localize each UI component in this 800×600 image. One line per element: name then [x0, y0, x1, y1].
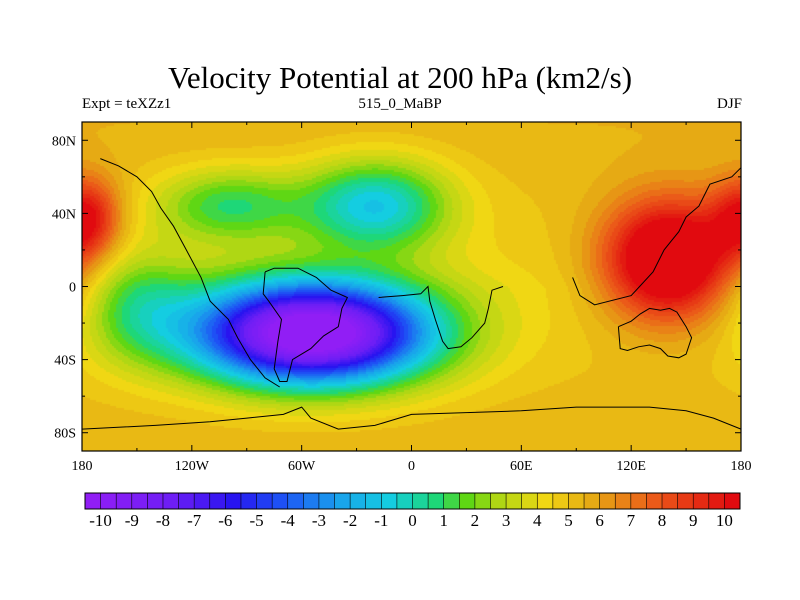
y-tick-label: 40N [52, 207, 76, 222]
colorbar-label: 6 [595, 511, 604, 530]
colorbar-box [521, 493, 538, 509]
colorbar-box [287, 493, 304, 509]
x-tick-label: 120E [616, 459, 646, 474]
colorbar-label: 4 [533, 511, 542, 530]
colorbar-label: -4 [281, 511, 296, 530]
colorbar-box [443, 493, 460, 509]
colorbar-box [225, 493, 242, 509]
x-tick-label: 180 [731, 459, 752, 474]
colorbar-label: -6 [218, 511, 232, 530]
colorbar-box [350, 493, 367, 509]
colorbar-box [381, 493, 398, 509]
colorbar-label: 3 [502, 511, 511, 530]
colorbar-box [85, 493, 101, 509]
y-tick-label: 0 [69, 281, 76, 296]
colorbar-label: -8 [156, 511, 170, 530]
colorbar-box [303, 493, 320, 509]
contour-field [82, 122, 741, 451]
colorbar-box [474, 493, 491, 509]
colorbar-box [490, 493, 507, 509]
colorbar-label: 2 [471, 511, 480, 530]
colorbar-label: 8 [658, 511, 667, 530]
colorbar-label: -3 [312, 511, 326, 530]
colorbar-label: -5 [249, 511, 263, 530]
colorbar-box [209, 493, 226, 509]
y-tick-label: 80S [54, 427, 76, 442]
colorbar-box [256, 493, 273, 509]
experiment-label: Expt = teXZz1 [82, 96, 172, 112]
y-tick-label: 40S [54, 354, 76, 369]
colorbar-label: -1 [374, 511, 388, 530]
colorbar-box [194, 493, 211, 509]
y-tick-label: 80N [52, 134, 76, 149]
colorbar-box [318, 493, 335, 509]
colorbar-label: 5 [564, 511, 573, 530]
colorbar-box [116, 493, 133, 509]
colorbar-box [599, 493, 616, 509]
colorbar-box [646, 493, 663, 509]
colorbar-box [662, 493, 678, 509]
colorbar-box [693, 493, 710, 509]
outline-antarctica [81, 406, 742, 430]
colorbar-box [537, 493, 554, 509]
colorbar-label: -2 [343, 511, 357, 530]
outline-australia [617, 307, 693, 359]
outline-asia-east [572, 167, 742, 306]
colorbar-box [724, 493, 741, 509]
outline-south-america [262, 267, 349, 382]
colorbar-box [552, 493, 569, 509]
colorbar-box [272, 493, 289, 509]
x-tick-label: 0 [408, 459, 415, 474]
colorbar-box [708, 493, 725, 509]
colorbar-label: 0 [408, 511, 417, 530]
chart-title: Velocity Potential at 200 hPa (km2/s) [167, 60, 633, 95]
colorbar-box [131, 493, 148, 509]
colorbar-box [459, 493, 476, 509]
colorbar-label: -10 [89, 511, 112, 530]
outline-africa-tip [378, 285, 504, 350]
outline-north-america-west-coast [100, 158, 280, 388]
x-tick-label: 60W [288, 459, 316, 474]
colorbar-box [100, 493, 117, 509]
colorbar-label: -7 [187, 511, 202, 530]
x-tick-label: 120W [175, 459, 210, 474]
colorbar-label: -9 [125, 511, 139, 530]
colorbar-box [506, 493, 522, 509]
colorbar-label: 9 [689, 511, 698, 530]
colorbar-box [334, 493, 351, 509]
colorbar-label: 1 [439, 511, 448, 530]
colorbar-label: 10 [716, 511, 733, 530]
colorbar-box [584, 493, 600, 509]
colorbar-box [396, 493, 413, 509]
colorbar-box [162, 493, 179, 509]
colorbar-box [615, 493, 632, 509]
colorbar-box [630, 493, 647, 509]
x-tick-label: 60E [510, 459, 533, 474]
colorbar-box [178, 493, 195, 509]
colorbar-box [428, 493, 444, 509]
x-tick-label: 180 [72, 459, 93, 474]
season-label: DJF [716, 96, 742, 112]
colorbar-box [365, 493, 382, 509]
colorbar-box [412, 493, 429, 509]
case-label: 515_0_MaBP [358, 96, 442, 112]
colorbar-label: 7 [627, 511, 636, 530]
colorbar-box [240, 493, 257, 509]
colorbar-box [147, 493, 164, 509]
colorbar-box [677, 493, 694, 509]
colorbar-box [568, 493, 585, 509]
